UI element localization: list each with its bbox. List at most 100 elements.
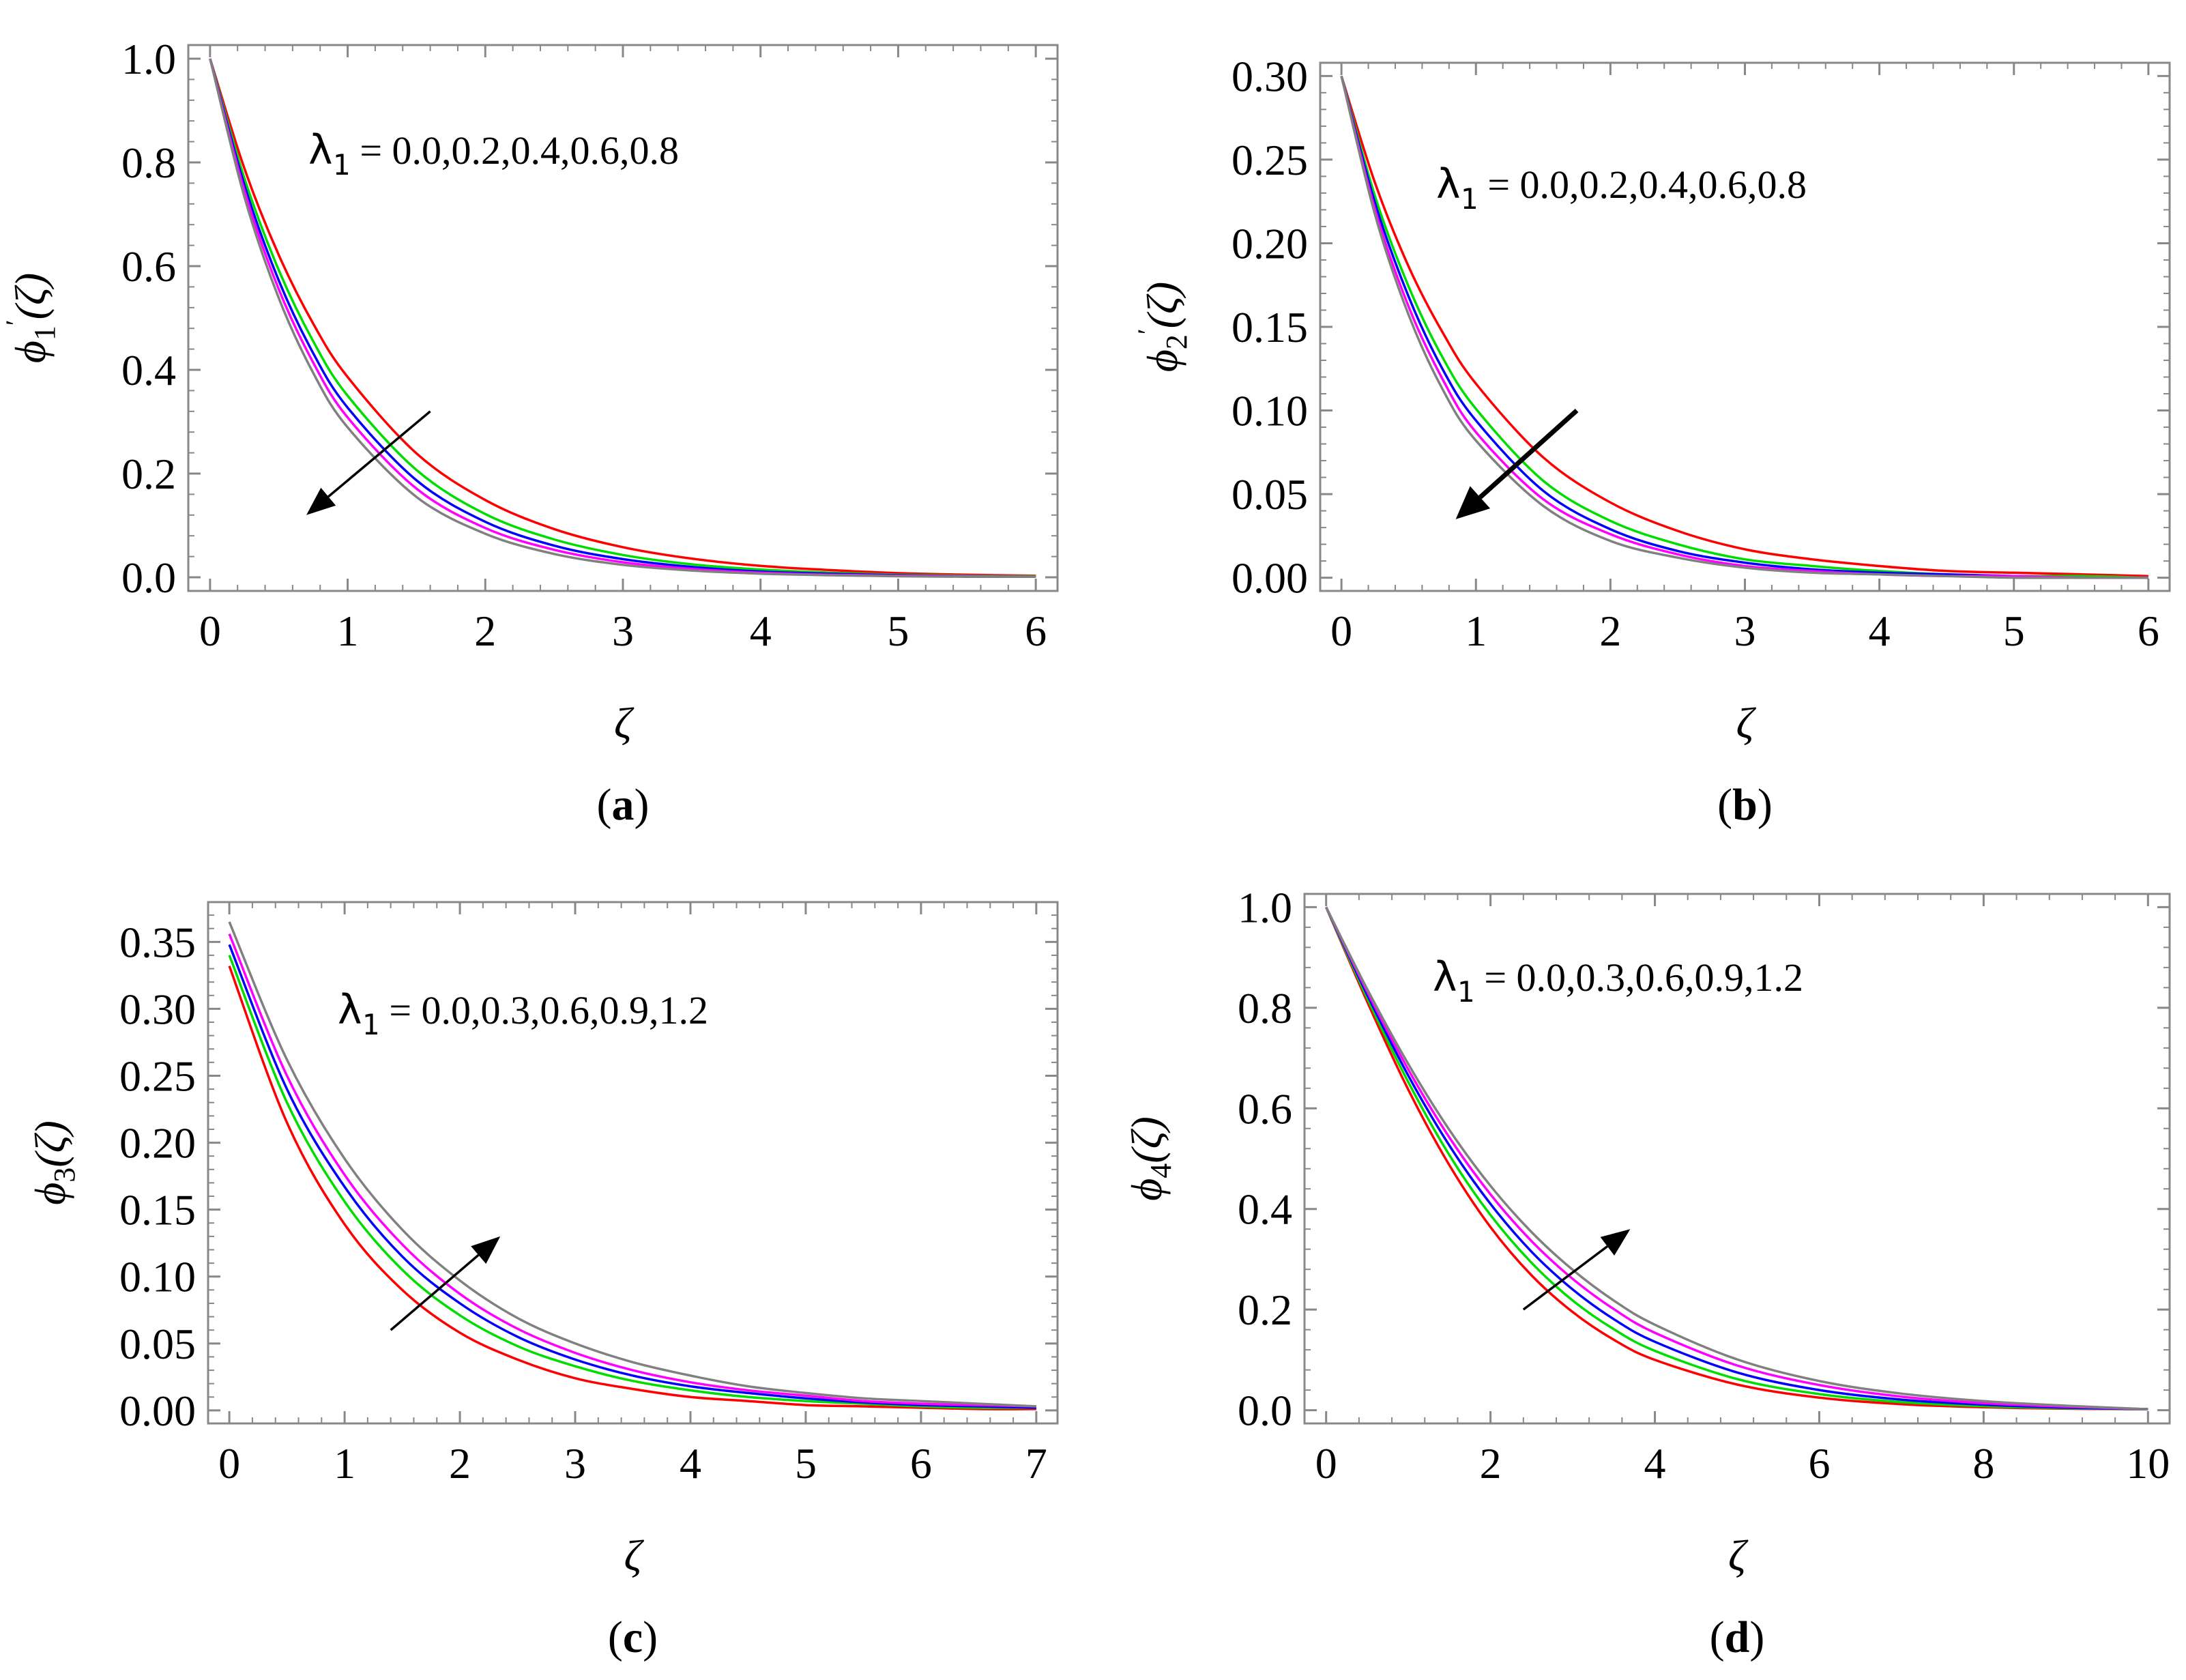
panel-label: (a) [597, 780, 650, 830]
trend-arrow-head [306, 487, 336, 515]
series-line-5 [1340, 75, 2148, 579]
series-line-1 [1340, 75, 2148, 577]
panel-label-letter: d [1725, 1612, 1750, 1662]
x-tick-label: 7 [1025, 1439, 1047, 1488]
panel-label-close: ) [643, 1612, 658, 1662]
series-line-1 [209, 58, 1036, 577]
x-tick-label: 1 [334, 1439, 355, 1488]
panel-label-open: ( [608, 1612, 623, 1662]
y-tick-label: 0.05 [119, 1320, 196, 1368]
x-tick-label: 1 [337, 607, 359, 655]
x-tick-label: 3 [612, 607, 634, 655]
series-line-2 [1325, 906, 2148, 1410]
trend-arrow-shaft [390, 1254, 480, 1331]
y-tick-label: 0.0 [1238, 1387, 1292, 1435]
chart-panel-d: 0 2 4 6 8 10 0.0 0.2 0.4 0.6 0.8 1.0 λ1 = 0.0,0.3,0.… [1122, 883, 2171, 1662]
x-tick-label: 2 [1480, 1439, 1502, 1488]
lambda-values: = 0.0,0.2,0.4,0.6,0.8 [1478, 162, 1807, 207]
y-tick-label: 1.0 [121, 35, 176, 83]
x-axis-label: ζ [1736, 699, 1757, 747]
lambda-values: = 0.0,0.3,0.6,0.9,1.2 [1474, 955, 1803, 1000]
y-label-subscript: 2 [1160, 334, 1193, 349]
y-tick-label: 0.0 [121, 553, 176, 602]
x-tick-label: 0 [1330, 607, 1352, 655]
x-axis-label: ζ [624, 1531, 645, 1580]
y-label-argument: (ζ) [26, 1120, 74, 1168]
y-label-subscript: 4 [1144, 1163, 1178, 1178]
lambda-symbol: λ [1436, 160, 1461, 208]
x-tick-label: 0 [199, 607, 221, 655]
y-axis-label: ϕ1′(ζ) [0, 273, 61, 363]
lambda-subscript: 1 [333, 148, 350, 182]
y-tick-label: 0.00 [1232, 554, 1308, 603]
x-tick-label: 6 [1808, 1439, 1830, 1488]
y-label-symbol: ϕ [1138, 349, 1186, 372]
lambda-subscript: 1 [362, 1008, 379, 1041]
y-tick-label: 0.8 [121, 139, 176, 187]
panel-label-close: ) [635, 780, 650, 830]
y-tick-label: 0.4 [121, 346, 176, 394]
x-tick-label: 3 [564, 1439, 586, 1488]
x-tick-label: 2 [474, 607, 496, 655]
y-tick-label: 0.4 [1238, 1185, 1292, 1234]
trend-arrow-head [1600, 1229, 1631, 1256]
panel-label-letter: a [612, 780, 635, 830]
y-tick-label: 0.15 [119, 1186, 196, 1234]
y-tick-label: 0.2 [1238, 1286, 1292, 1334]
x-tick-label: 6 [2138, 607, 2159, 655]
y-tick-label: 0.30 [119, 985, 196, 1033]
lambda-subscript: 1 [1461, 182, 1478, 216]
y-label-subscript: 1 [28, 325, 61, 341]
trend-arrow-shaft [327, 410, 431, 498]
series-line-2 [228, 955, 1036, 1409]
trend-arrow-shaft [1522, 1245, 1608, 1311]
x-tick-label: 6 [910, 1439, 932, 1488]
series-line-1 [228, 965, 1036, 1410]
x-tick-label: 4 [1869, 607, 1891, 655]
panel-label-open: ( [1717, 780, 1732, 830]
panel-label-letter: c [623, 1612, 643, 1662]
panel-label-open: ( [597, 780, 612, 830]
y-tick-label: 0.05 [1232, 470, 1308, 519]
y-axis-label: ϕ4(ζ) [1122, 1116, 1178, 1201]
x-axis-label: ζ [614, 699, 635, 747]
series-line-2 [1340, 75, 2148, 579]
panel-label: (c) [608, 1612, 658, 1662]
y-tick-label: 0.15 [1232, 303, 1308, 351]
y-label-argument: (ζ) [1138, 282, 1186, 329]
series-line-1 [1325, 906, 2148, 1410]
lambda-subscript: 1 [1457, 975, 1474, 1009]
lambda-annotation: λ1 = 0.0,0.2,0.4,0.6,0.8 [308, 126, 679, 182]
lambda-symbol: λ [308, 126, 333, 174]
x-tick-label: 2 [1599, 607, 1621, 655]
y-tick-label: 0.10 [119, 1253, 196, 1301]
y-tick-label: 0.2 [121, 450, 176, 498]
y-tick-label: 0.00 [119, 1387, 196, 1435]
plot-frame [1319, 61, 2171, 592]
y-tick-label: 0.20 [119, 1119, 196, 1168]
series-line-5 [209, 58, 1036, 579]
x-tick-label: 5 [795, 1439, 817, 1488]
series-line-3 [1340, 75, 2148, 579]
series-line-5 [1325, 906, 2148, 1410]
series-line-5 [228, 921, 1036, 1408]
trend-arrow-head [1455, 486, 1491, 519]
y-axis-label: ϕ2′(ζ) [1132, 282, 1193, 372]
y-tick-label: 0.6 [1238, 1084, 1292, 1133]
y-label-argument: (ζ) [1122, 1116, 1171, 1163]
y-tick-label: 0.8 [1238, 984, 1292, 1032]
x-tick-label: 0 [218, 1439, 240, 1488]
x-tick-label: 3 [1734, 607, 1756, 655]
series-line-4 [1340, 75, 2148, 579]
y-tick-label: 0.25 [1232, 136, 1308, 184]
panel-label-open: ( [1710, 1612, 1725, 1662]
x-tick-label: 10 [2126, 1439, 2170, 1488]
x-tick-label: 5 [887, 607, 909, 655]
panel-label-close: ) [1758, 780, 1773, 830]
y-tick-label: 0.30 [1232, 52, 1308, 100]
y-tick-label: 0.25 [119, 1052, 196, 1100]
panel-label-letter: b [1732, 780, 1758, 830]
y-tick-label: 0.6 [121, 242, 176, 291]
